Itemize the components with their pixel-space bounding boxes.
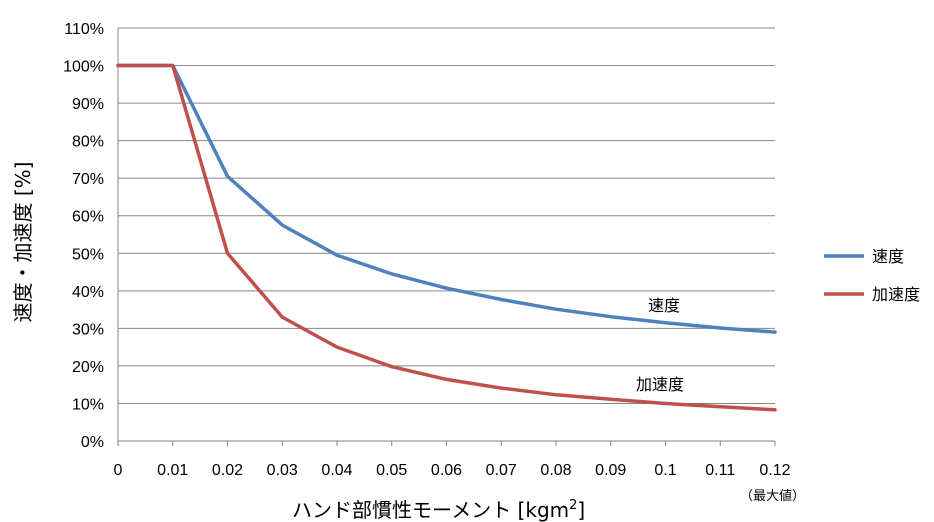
x-tick-label: 0.04 — [321, 462, 352, 479]
y-tick-label: 10% — [72, 396, 104, 413]
y-axis-title: 速度・加速度 [%] — [11, 162, 35, 323]
y-tick-label: 20% — [72, 359, 104, 376]
x-tick-label: 0.01 — [157, 462, 188, 479]
y-tick-labels: 0% 10% 20% 30% 40% 50% 60% 70% 80% 90% 100% 110% — [63, 21, 104, 451]
x-tick-label: 0.07 — [486, 462, 517, 479]
legend: 速度 加速度 — [824, 247, 920, 304]
legend-label-acceleration: 加速度 — [872, 285, 920, 304]
y-tick-label: 30% — [72, 321, 104, 338]
x-tick-label: 0.12 — [759, 462, 790, 479]
x-tick-label: 0.09 — [595, 462, 626, 479]
y-tick-label: 90% — [72, 96, 104, 113]
series-lines — [116, 63, 777, 412]
x-tick-label: 0.02 — [212, 462, 243, 479]
y-tick-label: 110% — [64, 21, 104, 38]
y-tick-label: 80% — [72, 134, 104, 151]
x-tick-label: 0 — [114, 462, 123, 479]
x-tick-label: 0.08 — [540, 462, 571, 479]
y-tick-label: 50% — [72, 246, 104, 263]
y-tick-label: 0% — [81, 434, 104, 451]
y-tick-label: 70% — [72, 171, 104, 188]
x-tick-label: 0.05 — [376, 462, 407, 479]
x-max-note: （最大値） — [740, 488, 805, 504]
x-axis-title: ハンド部慣性モーメント [kgm2] — [292, 498, 585, 522]
annotation-speed: 速度 — [648, 296, 680, 315]
x-axis-title-superscript: 2 — [569, 498, 577, 513]
x-tick-label: 0.11 — [705, 462, 735, 479]
y-tick-label: 40% — [72, 284, 104, 301]
x-tick-labels: 0 0.01 0.02 0.03 0.04 0.05 0.06 0.07 0.08 0.09 0.1… — [114, 441, 791, 479]
y-tick-label: 100% — [63, 59, 104, 76]
x-tick-label: 0.03 — [267, 462, 298, 479]
annotation-acceleration: 加速度 — [636, 375, 684, 394]
x-axis-title-close: ] — [577, 498, 585, 522]
x-tick-label: 0.06 — [431, 462, 462, 479]
series-line-acceleration — [116, 63, 777, 412]
legend-label-speed: 速度 — [872, 247, 904, 266]
series-line-speed — [116, 63, 777, 334]
x-tick-label: 0.1 — [654, 462, 676, 479]
y-tick-label: 60% — [72, 209, 104, 226]
x-axis-title-main: ハンド部慣性モーメント [kgm — [292, 498, 569, 522]
